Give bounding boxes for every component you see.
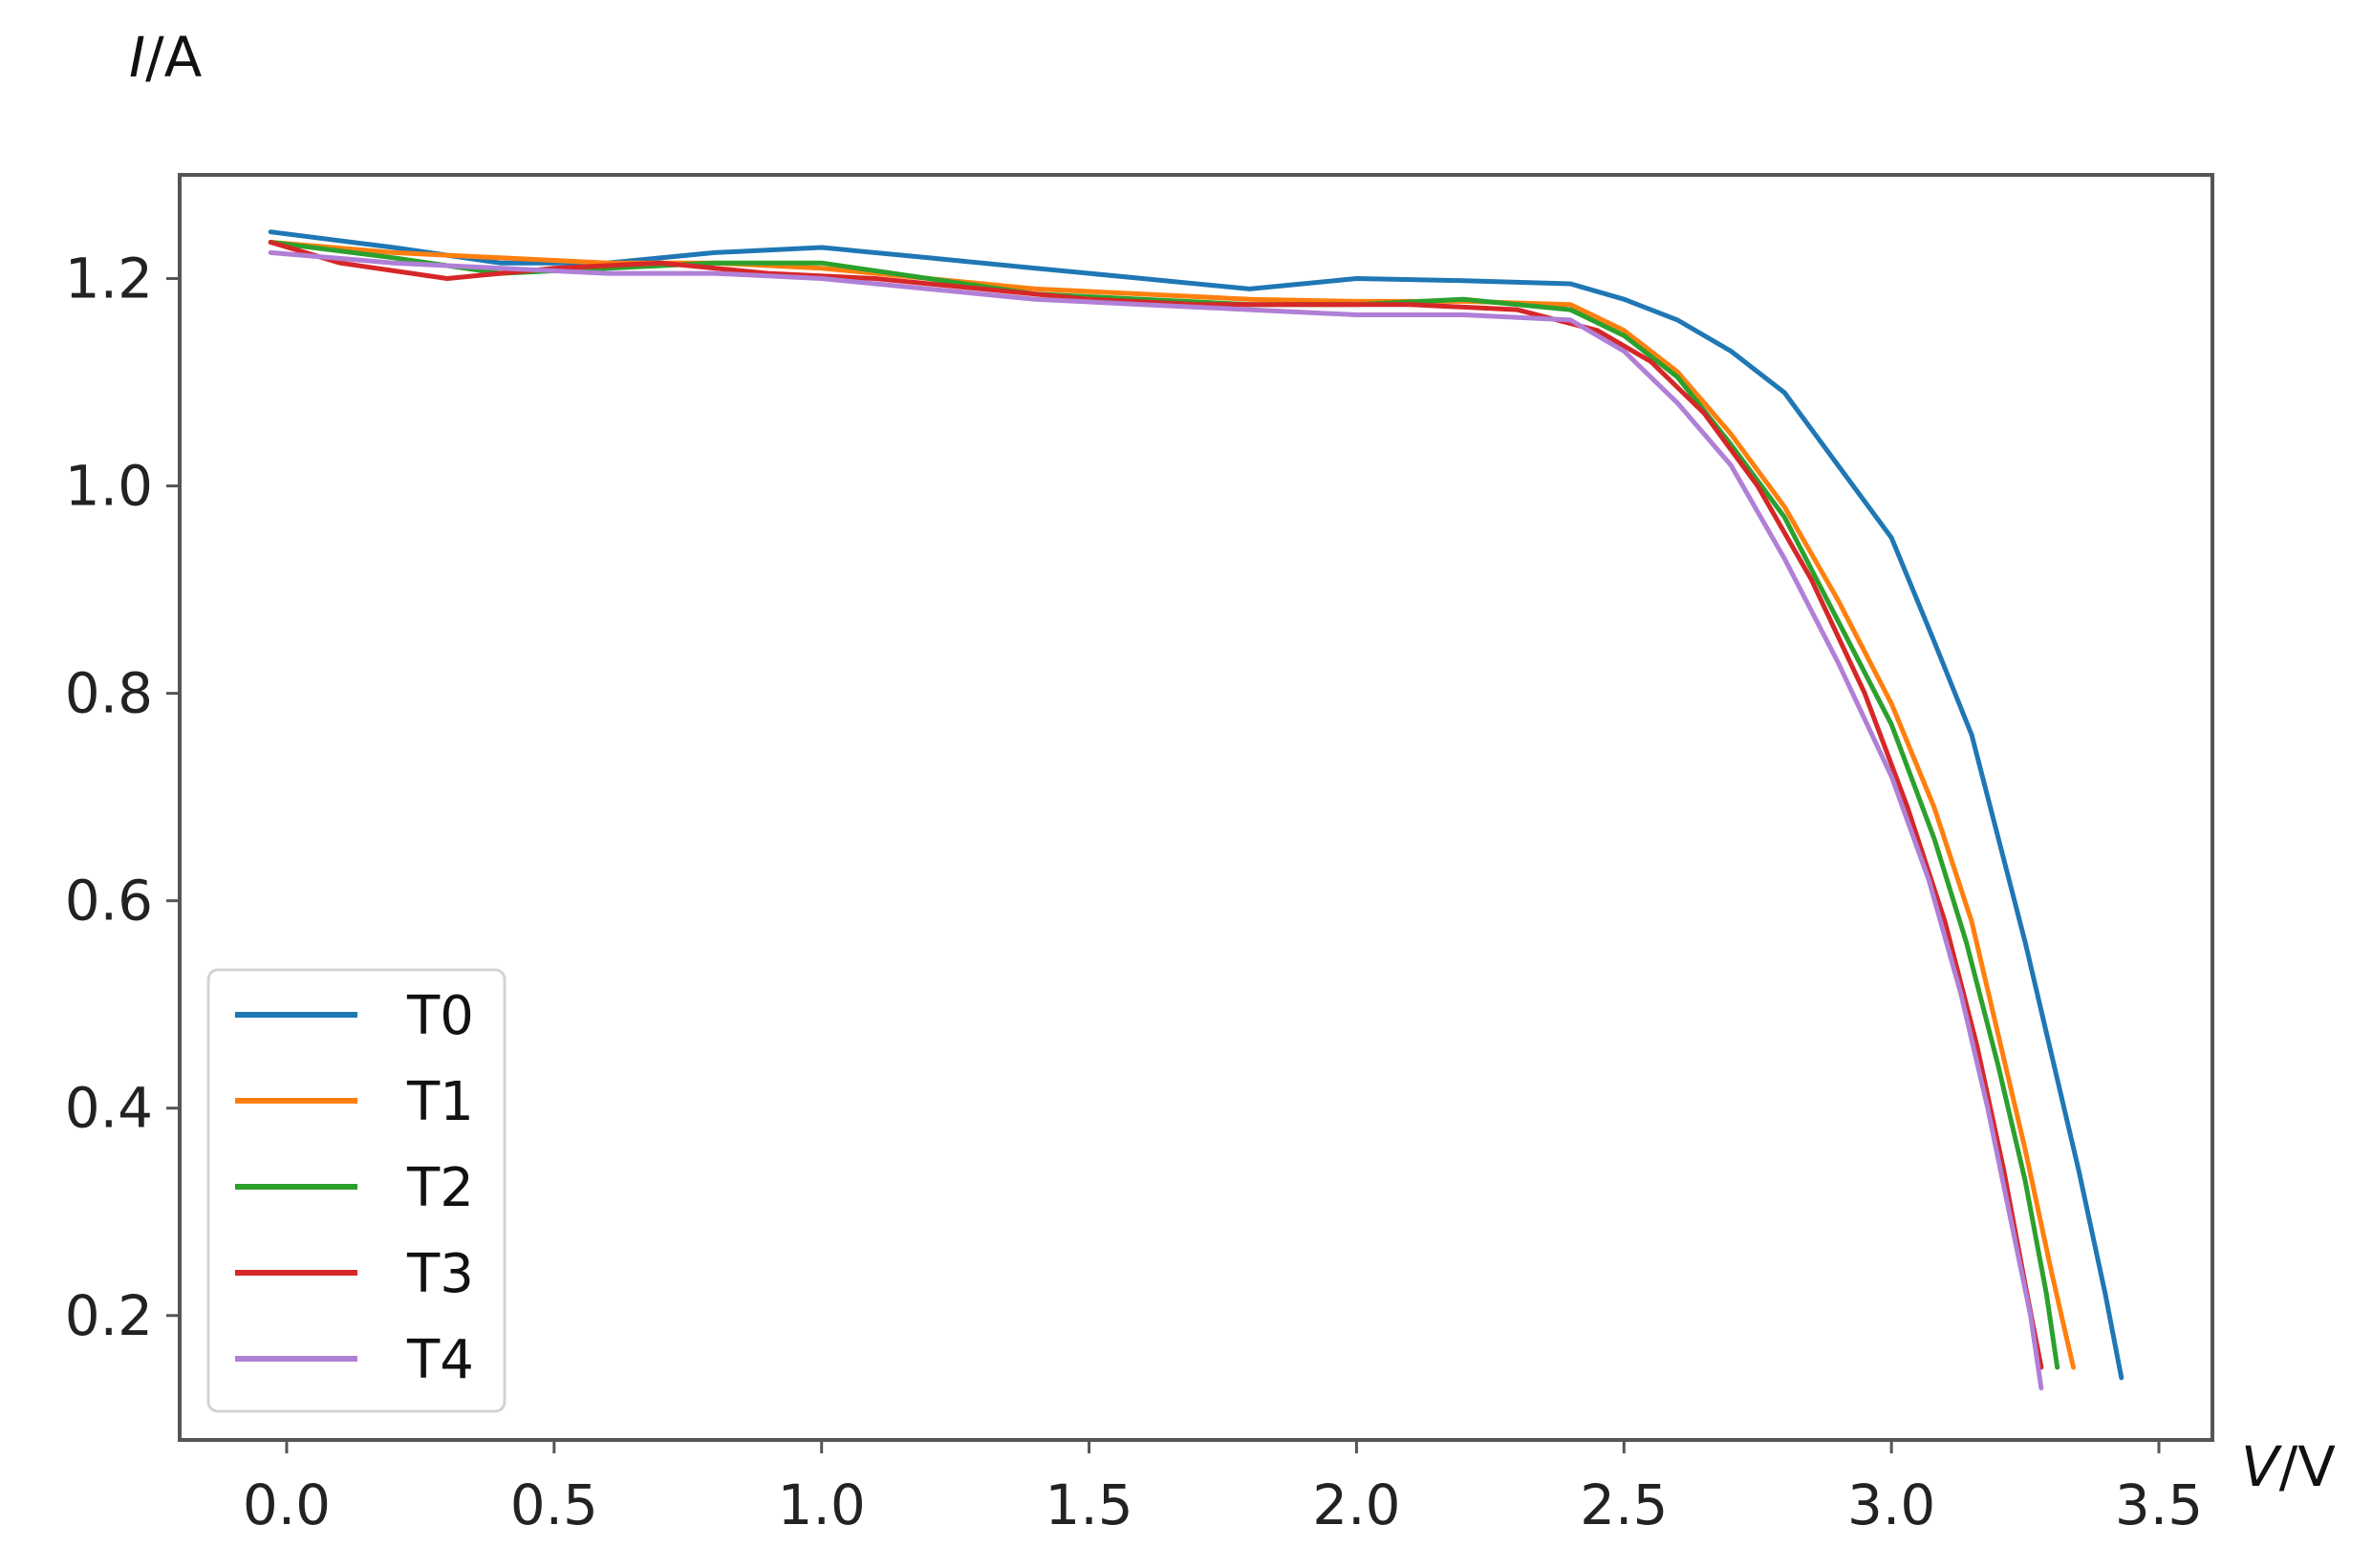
x-tick-label: 2.5 [1580, 1472, 1668, 1537]
y-axis-ticks: 0.2 0.4 0.6 0.8 1.0 1.2 [65, 247, 180, 1348]
y-tick-label: 1.2 [65, 247, 153, 311]
x-tick-label: 0.5 [510, 1472, 598, 1537]
y-tick-label: 0.8 [65, 661, 153, 726]
series-layer [268, 229, 2124, 1391]
legend-label-t2: T2 [406, 1157, 474, 1219]
y-tick-label: 0.4 [65, 1076, 153, 1141]
series-line-t0 [268, 229, 2124, 1381]
x-tick-label: 1.5 [1045, 1472, 1132, 1537]
x-tick-label: 3.0 [1847, 1472, 1935, 1537]
legend-box [206, 968, 507, 1413]
x-axis-label: V/V [2241, 1434, 2336, 1499]
x-axis-ticks: 0.0 0.5 1.0 1.5 2.0 2.5 3.0 3.5 [243, 1440, 2203, 1537]
x-tick-label: 3.5 [2115, 1472, 2203, 1537]
legend-label-t4: T4 [406, 1329, 474, 1391]
series-line-t2 [268, 240, 2060, 1370]
y-tick-label: 1.0 [65, 454, 153, 519]
x-tick-label: 1.0 [778, 1472, 866, 1537]
legend-label-t3: T3 [406, 1243, 474, 1305]
y-axis-label: I/A [129, 25, 203, 90]
series-line-t3 [268, 240, 2044, 1370]
y-tick-label: 0.2 [65, 1283, 153, 1348]
x-tick-label: 2.0 [1312, 1472, 1400, 1537]
plot-area-frame [178, 173, 2214, 1442]
legend-label-t0: T0 [406, 985, 474, 1047]
legend-label-t1: T1 [406, 1071, 474, 1133]
series-line-t4 [268, 249, 2044, 1391]
legend: T0 T1 T2 T3 T4 [206, 968, 507, 1413]
y-tick-label: 0.6 [65, 869, 153, 934]
x-tick-label: 0.0 [243, 1472, 331, 1537]
